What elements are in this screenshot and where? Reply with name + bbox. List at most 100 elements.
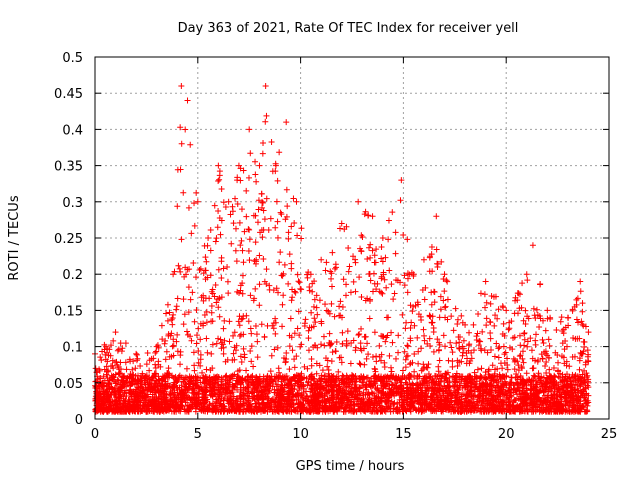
data-point bbox=[227, 211, 234, 218]
data-point bbox=[173, 303, 180, 310]
data-point bbox=[542, 378, 549, 385]
data-point bbox=[558, 314, 565, 321]
data-point bbox=[197, 362, 204, 369]
data-point bbox=[241, 351, 248, 358]
data-point bbox=[402, 356, 409, 363]
data-point bbox=[202, 391, 209, 398]
data-point bbox=[175, 262, 182, 269]
data-point bbox=[364, 340, 371, 347]
data-point bbox=[147, 388, 154, 395]
data-point bbox=[142, 374, 149, 381]
data-point bbox=[517, 396, 524, 403]
data-point bbox=[374, 408, 381, 415]
data-point bbox=[311, 315, 318, 322]
data-point bbox=[314, 311, 321, 318]
data-point bbox=[203, 258, 210, 265]
data-point bbox=[472, 384, 479, 391]
data-point bbox=[218, 217, 225, 224]
data-point bbox=[355, 332, 362, 339]
data-point bbox=[417, 313, 424, 320]
data-point bbox=[185, 284, 192, 291]
data-point bbox=[216, 392, 223, 399]
data-point bbox=[138, 376, 145, 383]
data-point bbox=[236, 219, 243, 226]
data-point bbox=[569, 307, 576, 314]
data-point bbox=[557, 318, 564, 325]
data-point bbox=[325, 370, 332, 377]
data-point bbox=[186, 373, 193, 380]
data-point bbox=[229, 372, 236, 379]
data-point bbox=[467, 357, 474, 364]
data-point bbox=[180, 378, 187, 385]
data-point bbox=[524, 392, 531, 399]
data-point bbox=[570, 404, 577, 411]
data-point bbox=[286, 366, 293, 373]
data-point bbox=[445, 407, 452, 414]
data-point bbox=[481, 291, 488, 298]
data-point bbox=[162, 408, 169, 415]
data-point bbox=[404, 236, 411, 243]
data-point bbox=[132, 365, 139, 372]
data-point bbox=[270, 408, 277, 415]
data-point bbox=[581, 339, 588, 346]
data-point bbox=[334, 408, 341, 415]
data-point bbox=[237, 353, 244, 360]
data-point bbox=[512, 387, 519, 394]
data-point bbox=[441, 383, 448, 390]
data-point bbox=[395, 349, 402, 356]
data-point bbox=[221, 393, 228, 400]
data-point bbox=[485, 388, 492, 395]
data-point bbox=[322, 355, 329, 362]
data-point bbox=[226, 390, 233, 397]
data-point bbox=[458, 358, 465, 365]
data-point bbox=[578, 350, 585, 357]
data-point bbox=[371, 365, 378, 372]
data-point bbox=[202, 408, 209, 415]
data-point bbox=[492, 312, 499, 319]
data-point bbox=[524, 313, 531, 320]
data-point bbox=[226, 318, 233, 325]
data-point bbox=[458, 373, 465, 380]
data-point bbox=[411, 351, 418, 358]
data-point bbox=[118, 384, 125, 391]
data-point bbox=[560, 354, 567, 361]
data-point bbox=[376, 353, 383, 360]
data-point bbox=[310, 344, 317, 351]
data-point bbox=[508, 393, 515, 400]
data-point bbox=[213, 399, 220, 406]
data-point bbox=[579, 350, 586, 357]
data-point bbox=[197, 265, 204, 272]
data-point bbox=[237, 378, 244, 385]
data-point bbox=[404, 289, 411, 296]
data-point bbox=[208, 302, 215, 309]
data-point bbox=[522, 307, 529, 314]
data-point bbox=[477, 290, 484, 297]
data-point bbox=[458, 400, 465, 407]
data-point bbox=[454, 357, 461, 364]
data-point bbox=[344, 396, 351, 403]
data-point bbox=[379, 258, 386, 265]
data-point bbox=[570, 334, 577, 341]
data-point bbox=[500, 320, 507, 327]
data-point bbox=[363, 355, 370, 362]
data-point bbox=[178, 236, 185, 243]
data-point bbox=[240, 345, 247, 352]
data-point bbox=[258, 321, 265, 328]
data-point bbox=[170, 336, 177, 343]
data-point bbox=[409, 308, 416, 315]
data-point bbox=[162, 356, 169, 363]
data-point bbox=[165, 332, 172, 339]
data-point bbox=[487, 335, 494, 342]
data-point bbox=[539, 355, 546, 362]
data-point bbox=[428, 244, 435, 251]
data-point bbox=[143, 361, 150, 368]
data-point bbox=[562, 324, 569, 331]
data-point bbox=[305, 347, 312, 354]
data-point bbox=[197, 336, 204, 343]
data-point bbox=[328, 300, 335, 307]
data-point bbox=[362, 297, 369, 304]
data-point bbox=[269, 380, 276, 387]
data-point bbox=[468, 349, 475, 356]
data-point bbox=[314, 393, 321, 400]
data-point bbox=[488, 405, 495, 412]
